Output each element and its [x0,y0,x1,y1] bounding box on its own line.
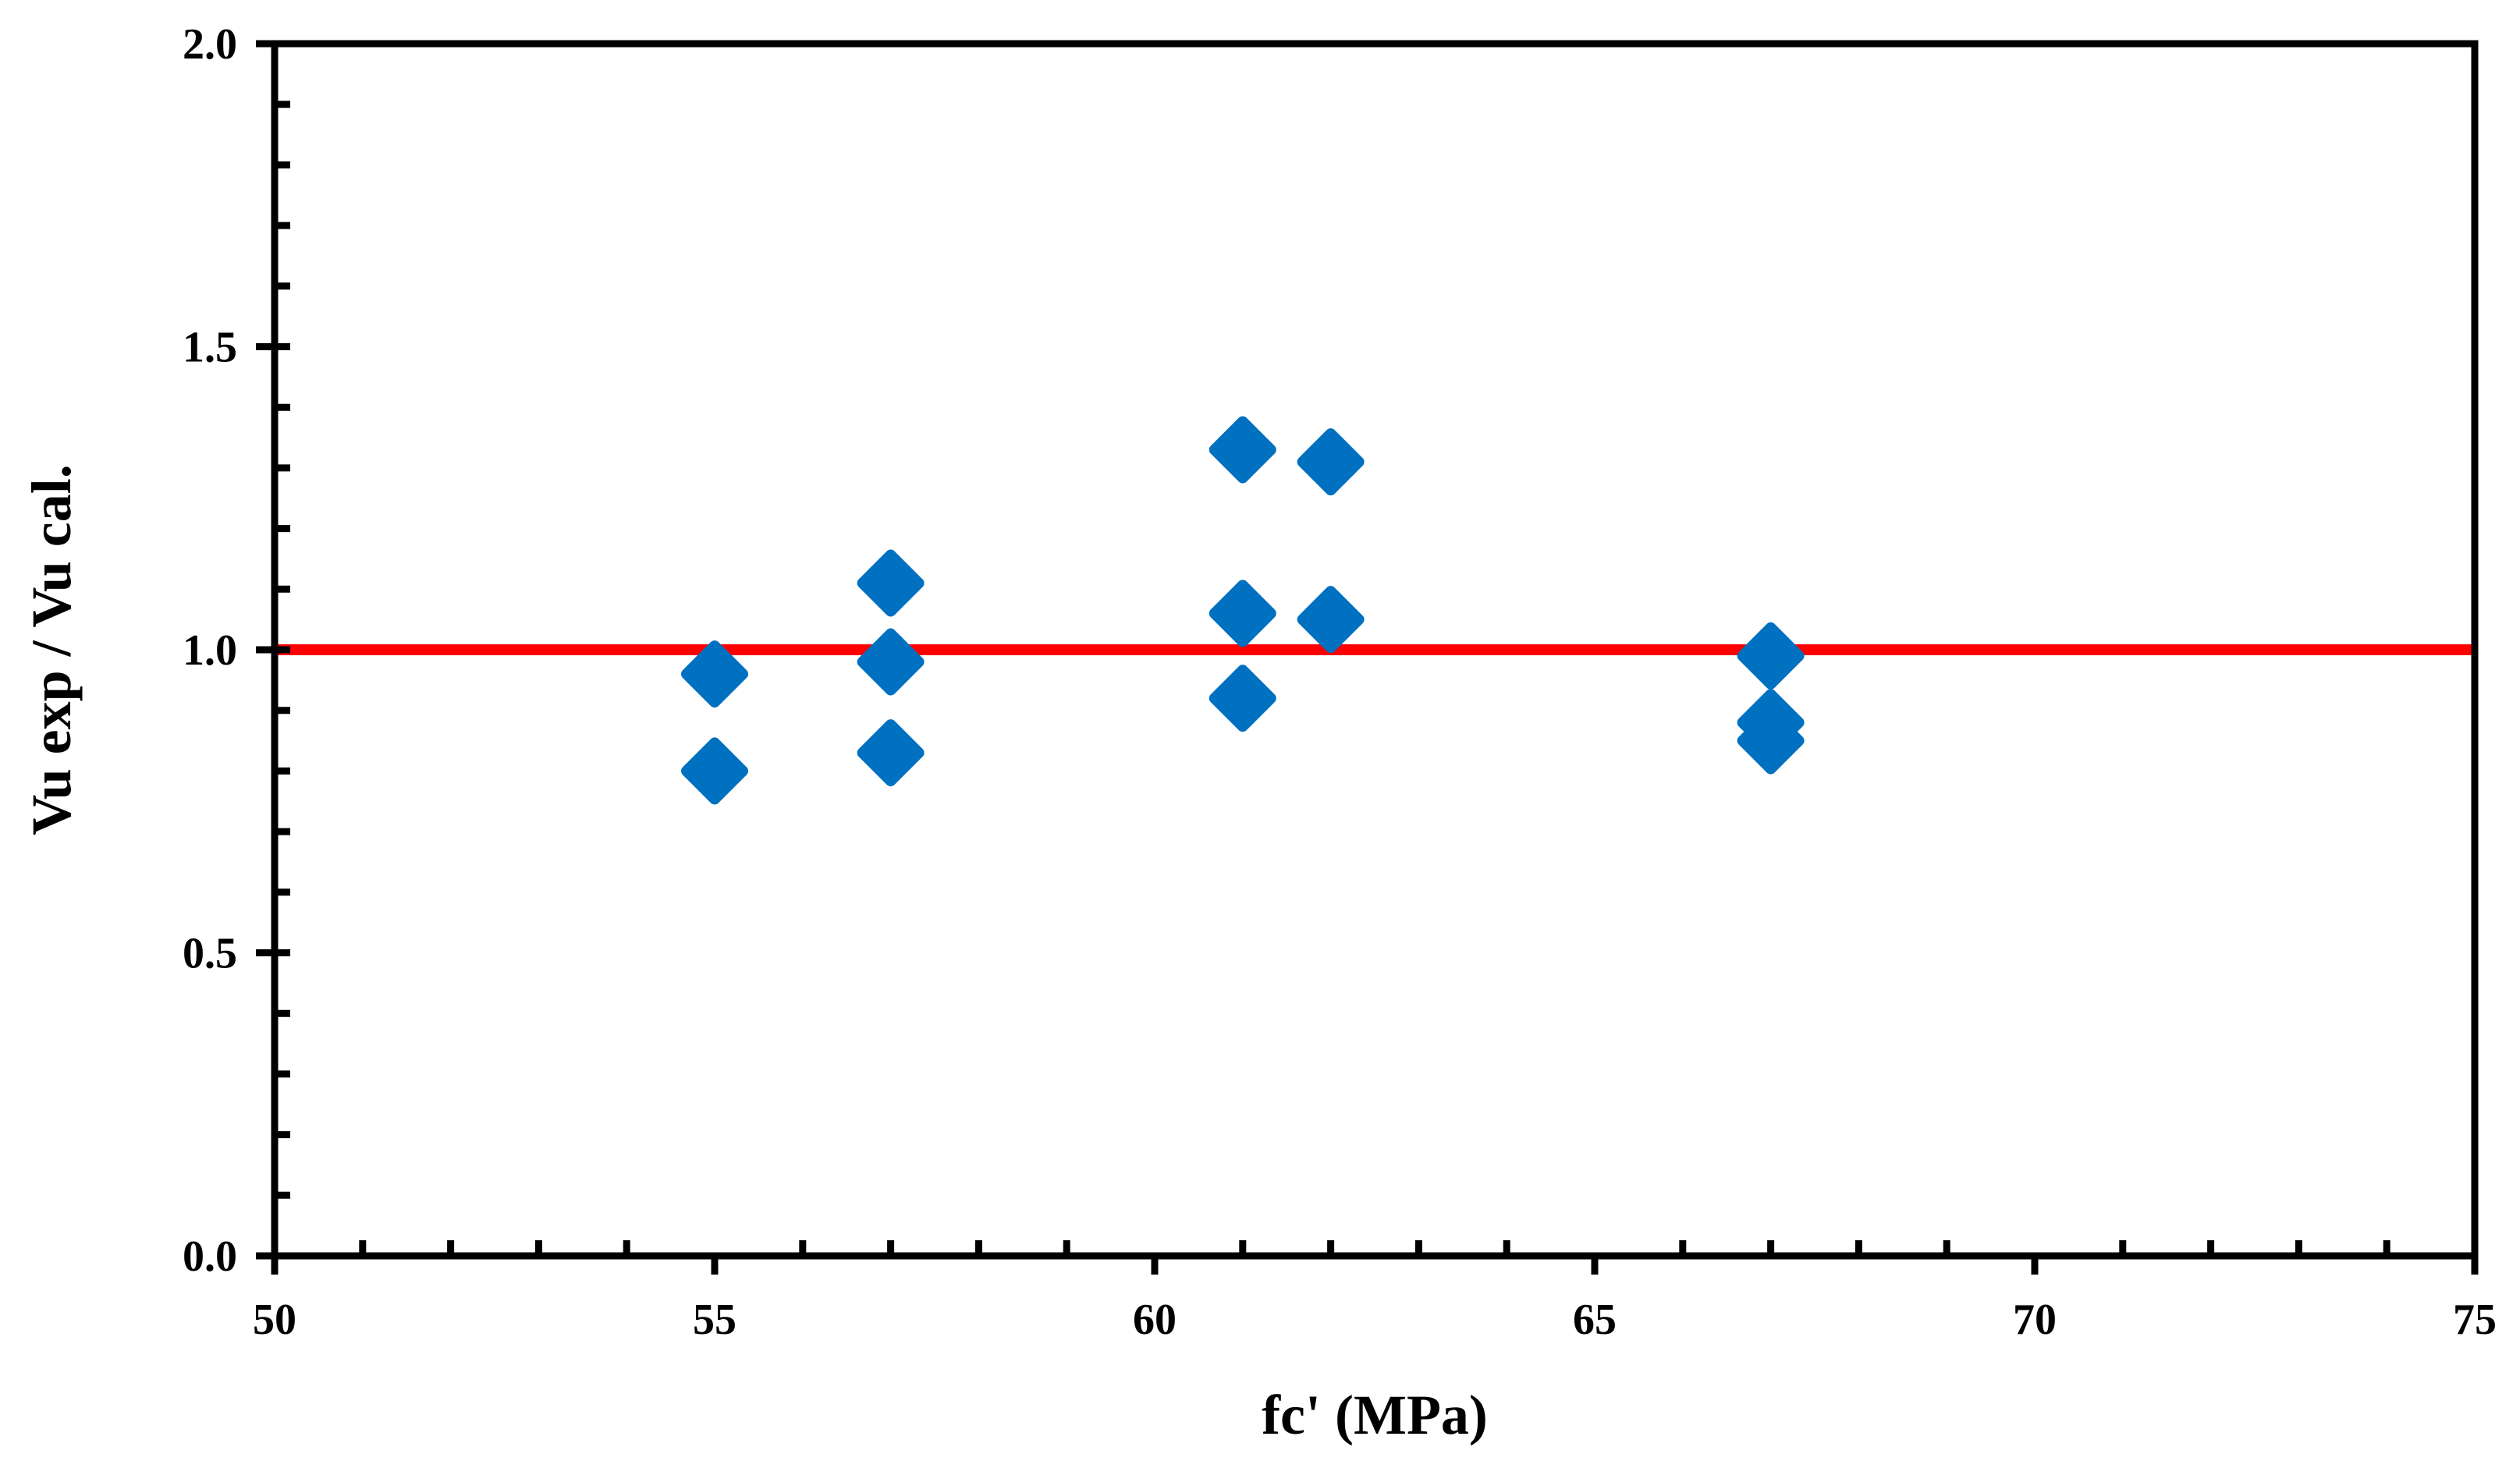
data-point [857,549,925,617]
x-tick-label: 70 [2013,1296,2057,1344]
data-point [857,628,925,696]
data-point [857,719,925,787]
x-axis-tick-labels: 50 55 60 65 70 75 [253,1296,2497,1344]
y-tick-label: 0.5 [183,930,237,978]
x-tick-label: 75 [2453,1296,2497,1344]
data-point [1297,586,1365,654]
data-point [1737,707,1805,775]
y-tick-label: 0.0 [183,1232,237,1281]
x-axis-title: fc' (MPa) [1262,1384,1488,1446]
data-point [1737,622,1805,690]
data-point [681,737,748,805]
data-point [1209,665,1276,732]
data-point [1209,580,1276,647]
x-tick-label: 60 [1133,1296,1177,1344]
data-point [1209,416,1276,484]
data-point [1297,428,1365,496]
y-tick-label: 2.0 [183,20,237,69]
y-tick-label: 1.0 [183,626,237,675]
x-tick-label: 50 [253,1296,296,1344]
y-axis-tick-labels: 0.0 0.5 1.0 1.5 2.0 [183,20,237,1281]
x-tick-label: 65 [1573,1296,1617,1344]
x-tick-label: 55 [693,1296,736,1344]
data-point [681,640,748,708]
y-tick-label: 1.5 [183,324,237,372]
data-points [681,416,1805,805]
y-axis-title: Vu exp / Vu cal. [20,464,83,835]
plot-area-border [271,40,2479,1260]
